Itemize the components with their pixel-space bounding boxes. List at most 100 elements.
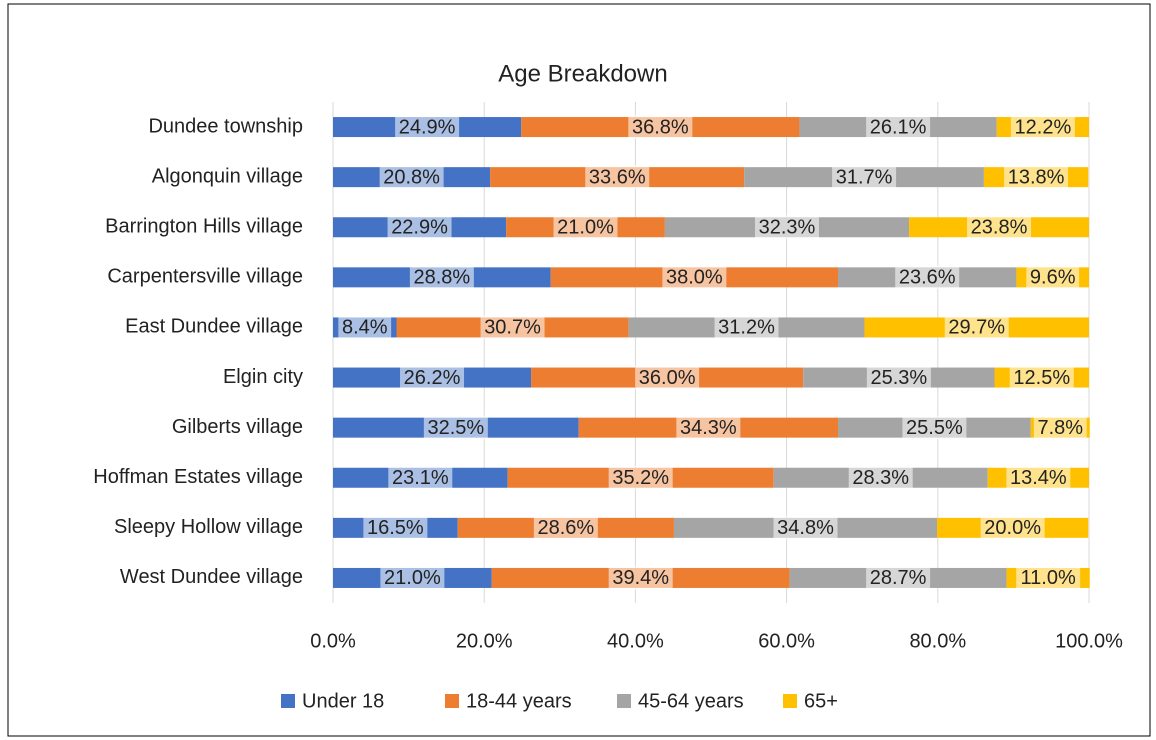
data-label: 11.0% <box>1021 567 1076 589</box>
data-label-bg <box>553 215 618 240</box>
data-label: 24.9% <box>399 116 456 138</box>
data-label-bg <box>608 565 673 590</box>
data-label-bg <box>1006 465 1071 490</box>
data-label-bg <box>866 365 931 390</box>
data-label-bg <box>676 415 741 440</box>
data-label: 32.3% <box>759 217 816 239</box>
data-label: 28.7% <box>870 567 927 589</box>
data-label-bg <box>832 165 897 190</box>
data-label-bg <box>866 565 931 590</box>
y-tick-label: Dundee township <box>148 115 303 137</box>
data-label-bg <box>379 165 444 190</box>
data-label-bg <box>1010 115 1075 140</box>
data-label-bg <box>400 365 465 390</box>
y-tick-label: Barrington Hills village <box>105 216 303 238</box>
data-label: 7.8% <box>1037 417 1083 439</box>
data-label-bg <box>387 215 452 240</box>
data-label: 25.5% <box>906 417 963 439</box>
data-label: 12.5% <box>1013 367 1070 389</box>
data-label: 23.1% <box>392 467 449 489</box>
data-label: 31.2% <box>718 317 775 339</box>
data-label-bg <box>895 265 960 290</box>
legend-label: 18-44 years <box>466 690 572 712</box>
y-tick-label: Elgin city <box>223 366 303 388</box>
data-label: 21.0% <box>557 217 614 239</box>
data-label: 25.3% <box>871 367 928 389</box>
data-label: 31.7% <box>836 166 893 188</box>
data-label-bg <box>1033 415 1087 440</box>
data-label-bg <box>980 515 1045 540</box>
data-label: 20.8% <box>383 166 440 188</box>
y-tick-label: Gilberts village <box>172 416 303 438</box>
data-label: 23.6% <box>899 267 956 289</box>
data-label-bg <box>902 415 967 440</box>
data-label-bg <box>388 465 453 490</box>
data-label-bg <box>1004 165 1069 190</box>
data-label-bg <box>338 315 392 340</box>
y-tick-label: East Dundee village <box>125 316 303 338</box>
x-tick-label: 60.0% <box>758 630 815 652</box>
legend-label: Under 18 <box>302 690 384 712</box>
x-tick-label: 80.0% <box>909 630 966 652</box>
data-label: 21.0% <box>384 567 441 589</box>
y-tick-label: Algonquin village <box>152 165 303 187</box>
data-label: 36.8% <box>632 116 689 138</box>
data-label: 26.1% <box>870 116 927 138</box>
data-label-bg <box>635 365 700 390</box>
y-tick-label: Hoffman Estates village <box>93 466 303 488</box>
legend-label: 45-64 years <box>638 690 744 712</box>
data-label: 13.4% <box>1010 467 1067 489</box>
data-label-bg <box>1016 565 1081 590</box>
data-label-bg <box>1026 265 1080 290</box>
data-label-bg <box>848 465 913 490</box>
data-label-bg <box>608 465 673 490</box>
data-label-bg <box>409 265 474 290</box>
data-label: 29.7% <box>948 317 1005 339</box>
chart-title: Age Breakdown <box>498 60 667 87</box>
data-label: 34.3% <box>680 417 737 439</box>
data-label-bg <box>754 215 819 240</box>
y-tick-label: West Dundee village <box>120 566 303 588</box>
data-label-bg <box>585 165 650 190</box>
data-label-bg <box>967 215 1032 240</box>
data-label: 22.9% <box>391 217 448 239</box>
data-label: 20.0% <box>984 517 1041 539</box>
x-tick-label: 100.0% <box>1055 630 1123 652</box>
data-label: 13.8% <box>1008 166 1065 188</box>
data-label: 33.6% <box>589 166 646 188</box>
data-label-bg <box>773 515 838 540</box>
data-label-bg <box>628 115 693 140</box>
data-label-bg <box>480 315 545 340</box>
data-label: 9.6% <box>1030 267 1076 289</box>
y-tick-label: Carpentersville village <box>107 266 303 288</box>
data-label-bg <box>380 565 445 590</box>
data-label-bg <box>714 315 779 340</box>
data-label: 32.5% <box>427 417 484 439</box>
data-label: 34.8% <box>777 517 834 539</box>
data-label: 8.4% <box>342 317 388 339</box>
data-label-bg <box>944 315 1009 340</box>
data-label: 36.0% <box>639 367 696 389</box>
x-tick-label: 0.0% <box>310 630 356 652</box>
data-label: 38.0% <box>666 267 723 289</box>
legend-swatch <box>281 694 295 708</box>
data-label-bg <box>395 115 460 140</box>
data-label: 28.8% <box>414 267 471 289</box>
data-label: 28.3% <box>852 467 909 489</box>
legend-label: 65+ <box>804 690 838 712</box>
data-label: 35.2% <box>612 467 669 489</box>
legend-swatch <box>783 694 797 708</box>
data-label-bg <box>423 415 488 440</box>
data-label-bg <box>662 265 727 290</box>
legend-swatch <box>445 694 459 708</box>
data-label-bg <box>363 515 428 540</box>
data-label-bg <box>1009 365 1074 390</box>
data-label: 28.6% <box>537 517 594 539</box>
data-label-bg <box>533 515 598 540</box>
data-label: 16.5% <box>367 517 424 539</box>
x-tick-label: 20.0% <box>456 630 513 652</box>
data-label: 26.2% <box>404 367 461 389</box>
data-label: 30.7% <box>484 317 541 339</box>
